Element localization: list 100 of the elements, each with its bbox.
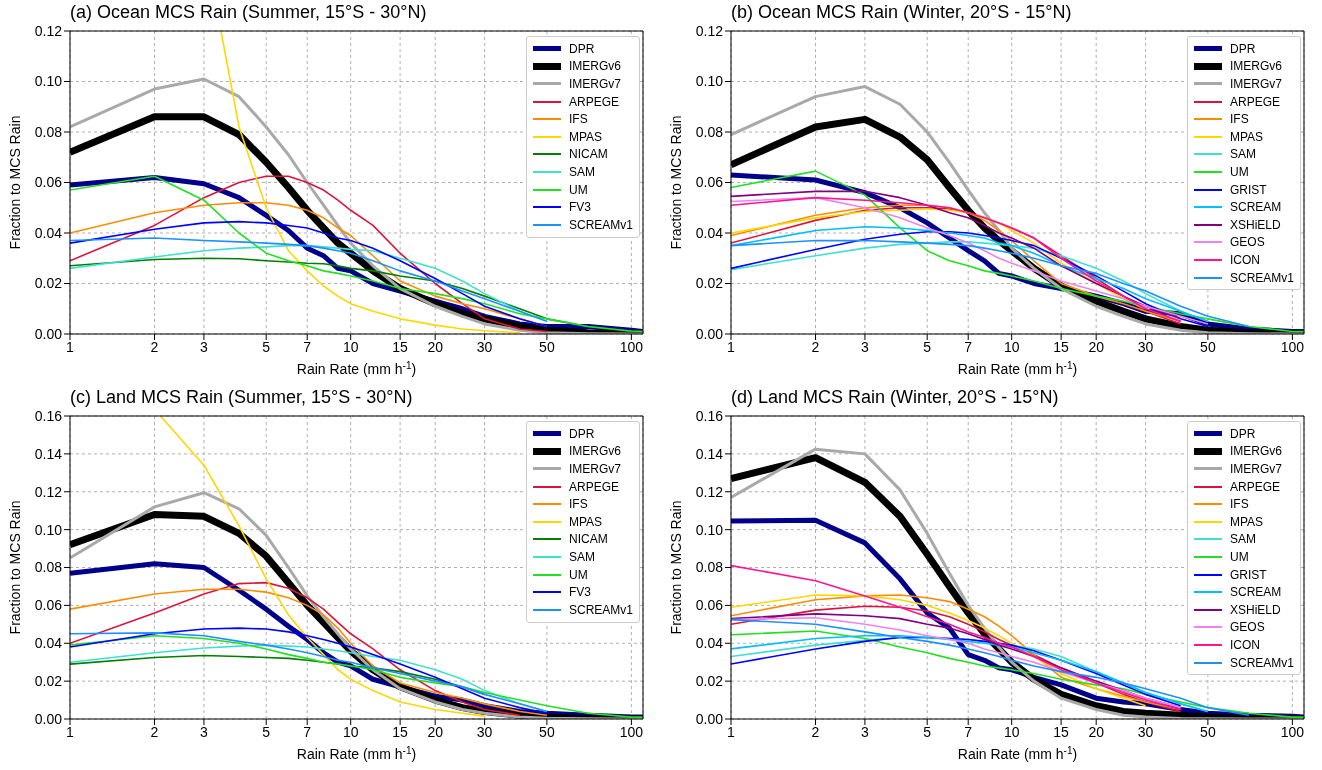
y-tick-label: 0.00 [695,710,724,727]
y-tick-label: 0.00 [695,325,724,342]
x-tick-label: 10 [1003,723,1020,740]
chart-title: (a) Ocean MCS Rain (Summer, 15°S - 30°N) [70,2,427,23]
y-tick-label: 0.04 [695,635,724,652]
legend-label: NICAM [568,147,608,162]
y-tick-label: 0.00 [34,710,63,727]
x-tick-label: 5 [923,338,932,355]
x-tick-label: 20 [427,723,444,740]
x-tick-label: 100 [619,723,644,740]
x-tick-label: 5 [262,723,271,740]
legend-label: IFS [568,112,588,127]
y-tick-label: 0.06 [695,174,724,191]
legend-label: MPAS [568,129,603,144]
legend-label: NICAM [568,532,608,547]
legend-label: ARPEGE [568,479,619,494]
y-tick-label: 0.04 [34,635,63,652]
x-tick-label: 20 [1088,338,1105,355]
x-tick-label: 100 [1280,723,1305,740]
legend-label: IMERGv7 [568,76,621,91]
legend-label: DPR [1229,41,1256,56]
legend-label: SAM [1229,532,1256,547]
x-tick-label: 100 [619,338,644,355]
legend-label: ARPEGE [568,94,619,109]
y-tick-label: 0.14 [34,445,63,462]
x-tick-label: 5 [923,723,932,740]
legend-label: IMERGv6 [1229,59,1282,74]
legend-label: IMERGv7 [1229,461,1282,476]
y-tick-label: 0.10 [34,73,63,90]
x-tick-label: 100 [1280,338,1305,355]
chart-title: (c) Land MCS Rain (Summer, 15°S - 30°N) [70,387,413,408]
legend-label: SCREAMv1 [568,217,633,232]
x-tick-label: 7 [964,723,973,740]
x-axis-title: Rain Rate (mm h$^{-1}$) [296,359,417,377]
y-tick-label: 0.12 [34,22,63,39]
legend-label: IFS [1229,112,1249,127]
y-tick-label: 0.06 [34,597,63,614]
x-tick-label: 1 [66,338,75,355]
chart-title: (b) Ocean MCS Rain (Winter, 20°S - 15°N) [731,2,1072,23]
legend-label: SAM [568,549,595,564]
x-axis-title: Rain Rate (mm h$^{-1}$) [296,744,417,762]
legend-label: IMERGv7 [1229,76,1282,91]
y-tick-label: 0.10 [34,521,63,538]
y-tick-label: 0.02 [695,275,724,292]
legend-label: UM [568,182,588,197]
y-tick-label: 0.16 [34,407,63,424]
legend-label: IFS [1229,497,1249,512]
x-tick-label: 10 [342,723,359,740]
y-tick-label: 0.10 [695,73,724,90]
y-axis-title: Fraction to MCS Rain [7,115,23,250]
legend-label: MPAS [568,514,603,529]
legend-label: IMERGv6 [568,444,621,459]
x-tick-label: 5 [262,338,271,355]
legend-label: IFS [568,497,588,512]
y-tick-label: 0.12 [695,483,724,500]
legend-label: UM [1229,164,1249,179]
x-tick-label: 2 [150,338,159,355]
y-tick-label: 0.00 [34,325,63,342]
x-tick-label: 50 [539,723,555,740]
legend-label: SCREAM [1229,200,1282,215]
x-tick-label: 3 [861,723,870,740]
legend-label: FV3 [568,200,591,215]
legend-label: GEOS [1229,235,1265,250]
y-tick-label: 0.08 [34,123,63,140]
x-tick-label: 15 [1053,338,1070,355]
legend-label: MPAS [1229,514,1264,529]
legend-label: SCREAMv1 [1229,655,1294,670]
y-tick-label: 0.04 [34,224,63,241]
y-tick-label: 0.12 [34,483,63,500]
x-tick-label: 2 [150,723,159,740]
x-tick-label: 3 [861,338,870,355]
x-tick-label: 30 [476,723,493,740]
x-tick-label: 50 [539,338,555,355]
x-tick-label: 20 [1088,723,1105,740]
x-axis-title: Rain Rate (mm h$^{-1}$) [957,359,1078,377]
y-tick-label: 0.02 [34,673,63,690]
x-tick-label: 20 [427,338,444,355]
x-tick-label: 30 [1137,338,1154,355]
x-tick-label: 15 [1053,723,1070,740]
y-tick-label: 0.04 [695,224,724,241]
y-tick-label: 0.14 [695,445,724,462]
x-tick-label: 30 [476,338,493,355]
legend-label: ICON [1229,637,1260,652]
x-tick-label: 50 [1200,723,1216,740]
x-axis-title: Rain Rate (mm h$^{-1}$) [957,744,1078,762]
x-tick-label: 30 [1137,723,1154,740]
legend-label: ARPEGE [1229,94,1280,109]
y-tick-label: 0.06 [34,174,63,191]
x-tick-label: 15 [392,723,409,740]
y-tick-label: 0.06 [695,597,724,614]
legend-label: IMERGv6 [568,59,621,74]
legend-label: IMERGv6 [1229,444,1282,459]
x-tick-label: 50 [1200,338,1216,355]
x-tick-label: 1 [727,338,736,355]
legend-label: GRIST [1229,567,1267,582]
x-tick-label: 7 [303,338,312,355]
y-tick-label: 0.16 [695,407,724,424]
legend-label: XSHiELD [1229,217,1281,232]
y-tick-label: 0.02 [695,673,724,690]
y-tick-label: 0.10 [695,521,724,538]
